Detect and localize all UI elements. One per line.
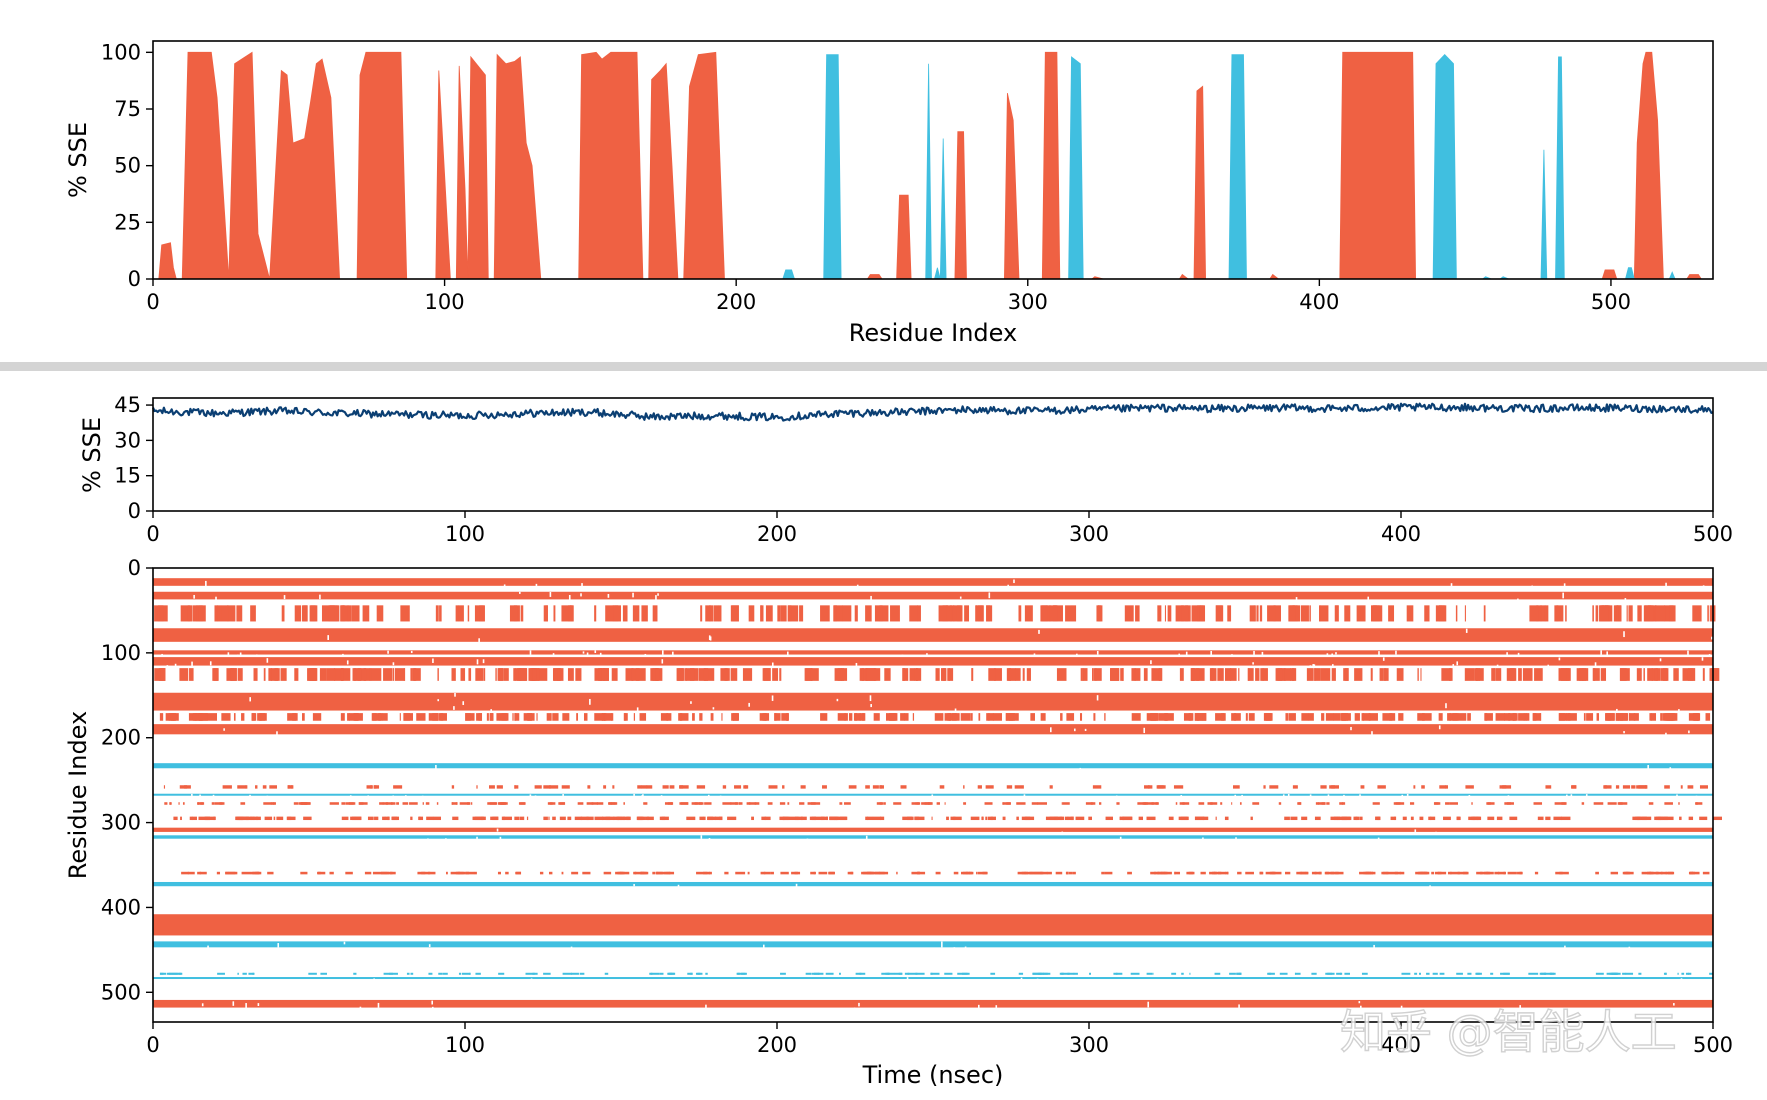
panel1-ytick-label: 75 [114, 97, 141, 121]
sse-band-fill [153, 578, 1713, 586]
panel-sse-by-residue: 0 100 200 300 400 500 0 25 50 75 100 Residue Inde… [64, 40, 1714, 347]
sse-band-helix [164, 802, 1703, 805]
sse-band-fill [153, 692, 1713, 711]
panel1-ylabel: % SSE [64, 122, 92, 198]
sse-band-helix [173, 816, 1722, 821]
sse-band-fill [153, 881, 1713, 887]
sse-band-strand [153, 793, 1713, 798]
sse-band-fill [153, 628, 1713, 642]
sse-band-helix [153, 591, 1713, 603]
sse-band-helix [181, 871, 1710, 875]
sse-band-strand [153, 763, 1713, 772]
panel2-xtick-label: 300 [1069, 522, 1109, 546]
panel3-ytick-label: 100 [101, 641, 141, 665]
sse-band-helix [153, 724, 1713, 738]
panel2-ytick-label: 30 [114, 428, 141, 452]
panel3-xlabel: Time (nsec) [862, 1061, 1004, 1089]
sse-band-fill [153, 941, 1713, 948]
panel3-ytick-label: 500 [101, 980, 141, 1004]
sse-band-helix [153, 578, 1713, 591]
sse-line-total [152, 402, 1714, 422]
panel3-ytick-label: 300 [101, 811, 141, 835]
panel3-xtick-label: 100 [445, 1033, 485, 1057]
panel3-ylabel: Residue Index [64, 711, 92, 879]
panel3-ytick-label: 0 [128, 556, 141, 580]
panel3-ytick-label: 400 [101, 895, 141, 919]
panel3-ytick-label: 200 [101, 726, 141, 750]
sse-band-fill [153, 763, 1713, 769]
panel2-xtick-label: 400 [1381, 522, 1421, 546]
sse-band-fill [153, 724, 1713, 735]
sse-band-helix [153, 650, 1713, 659]
sse-band-helix [154, 605, 1716, 622]
sse-band-helix [153, 827, 1713, 836]
panel2-frame [152, 397, 1714, 512]
sse-band-strand [153, 941, 1713, 952]
panel1-xtick-label: 300 [1008, 290, 1048, 314]
panel1-frame [152, 40, 1714, 280]
sse-band-strand [153, 881, 1713, 890]
sse-band-fill [153, 591, 1713, 600]
sse-band-fill [153, 999, 1713, 1008]
sse-area-beta-strand [782, 54, 1676, 280]
panel3-xtick-label: 500 [1693, 1033, 1733, 1057]
sse-band-helix [159, 713, 1711, 721]
panel3-xtick-label: 200 [757, 1033, 797, 1057]
panel2-ylabel: % SSE [78, 417, 106, 493]
panel2-ytick-label: 45 [114, 393, 141, 417]
section-separator [0, 362, 1767, 371]
panel2-xtick-label: 200 [757, 522, 797, 546]
sse-band-fill [153, 914, 1713, 936]
sse-band-helix [153, 692, 1713, 715]
sse-band-strand [153, 835, 1713, 842]
panel2-xtick-label: 100 [445, 522, 485, 546]
panel1-ytick-label: 25 [114, 210, 141, 234]
sse-band-helix [153, 657, 1713, 671]
panel1-xtick-label: 0 [146, 290, 159, 314]
panel1-ytick-label: 0 [128, 267, 141, 291]
panel1-ytick-label: 100 [101, 40, 141, 64]
sse-band-helix [153, 914, 1713, 936]
panel3-xtick-label: 300 [1069, 1033, 1109, 1057]
sse-band-helix [153, 999, 1713, 1013]
sse-band-fill [153, 657, 1713, 666]
sse-band-fill [153, 827, 1713, 832]
panel3-xtick-label: 400 [1381, 1033, 1421, 1057]
sse-band-strand [153, 977, 1713, 981]
panel1-xtick-label: 100 [425, 290, 465, 314]
sse-band-fill [153, 835, 1713, 839]
panel1-xtick-label: 400 [1299, 290, 1339, 314]
panel-sse-timeline: 0 100 200 300 400 500 0 100 200 300 400 500 Time (… [64, 556, 1733, 1089]
panel1-xtick-label: 200 [716, 290, 756, 314]
panel3-frame [152, 567, 1714, 1023]
sse-band-strand [159, 972, 1714, 975]
panel1-xlabel: Residue Index [849, 319, 1017, 347]
sse-band-fill [153, 650, 1713, 655]
panel-sse-over-time: 0 100 200 300 400 500 0 15 30 45 % SSE [78, 393, 1733, 546]
panel1-ytick-label: 50 [114, 154, 141, 178]
panel2-xtick-label: 500 [1693, 522, 1733, 546]
panel3-xtick-label: 0 [146, 1033, 159, 1057]
sse-band-helix [163, 785, 1708, 789]
panel2-ytick-label: 15 [114, 464, 141, 488]
sse-band-helix [153, 628, 1713, 644]
sse-band-fill [153, 977, 1713, 980]
panel2-xtick-label: 0 [146, 522, 159, 546]
panel2-ytick-label: 0 [128, 499, 141, 523]
watermark: 知乎 @智能人工 [1340, 1005, 1677, 1059]
sse-band-helix [154, 668, 1720, 681]
panel1-xtick-label: 500 [1591, 290, 1631, 314]
